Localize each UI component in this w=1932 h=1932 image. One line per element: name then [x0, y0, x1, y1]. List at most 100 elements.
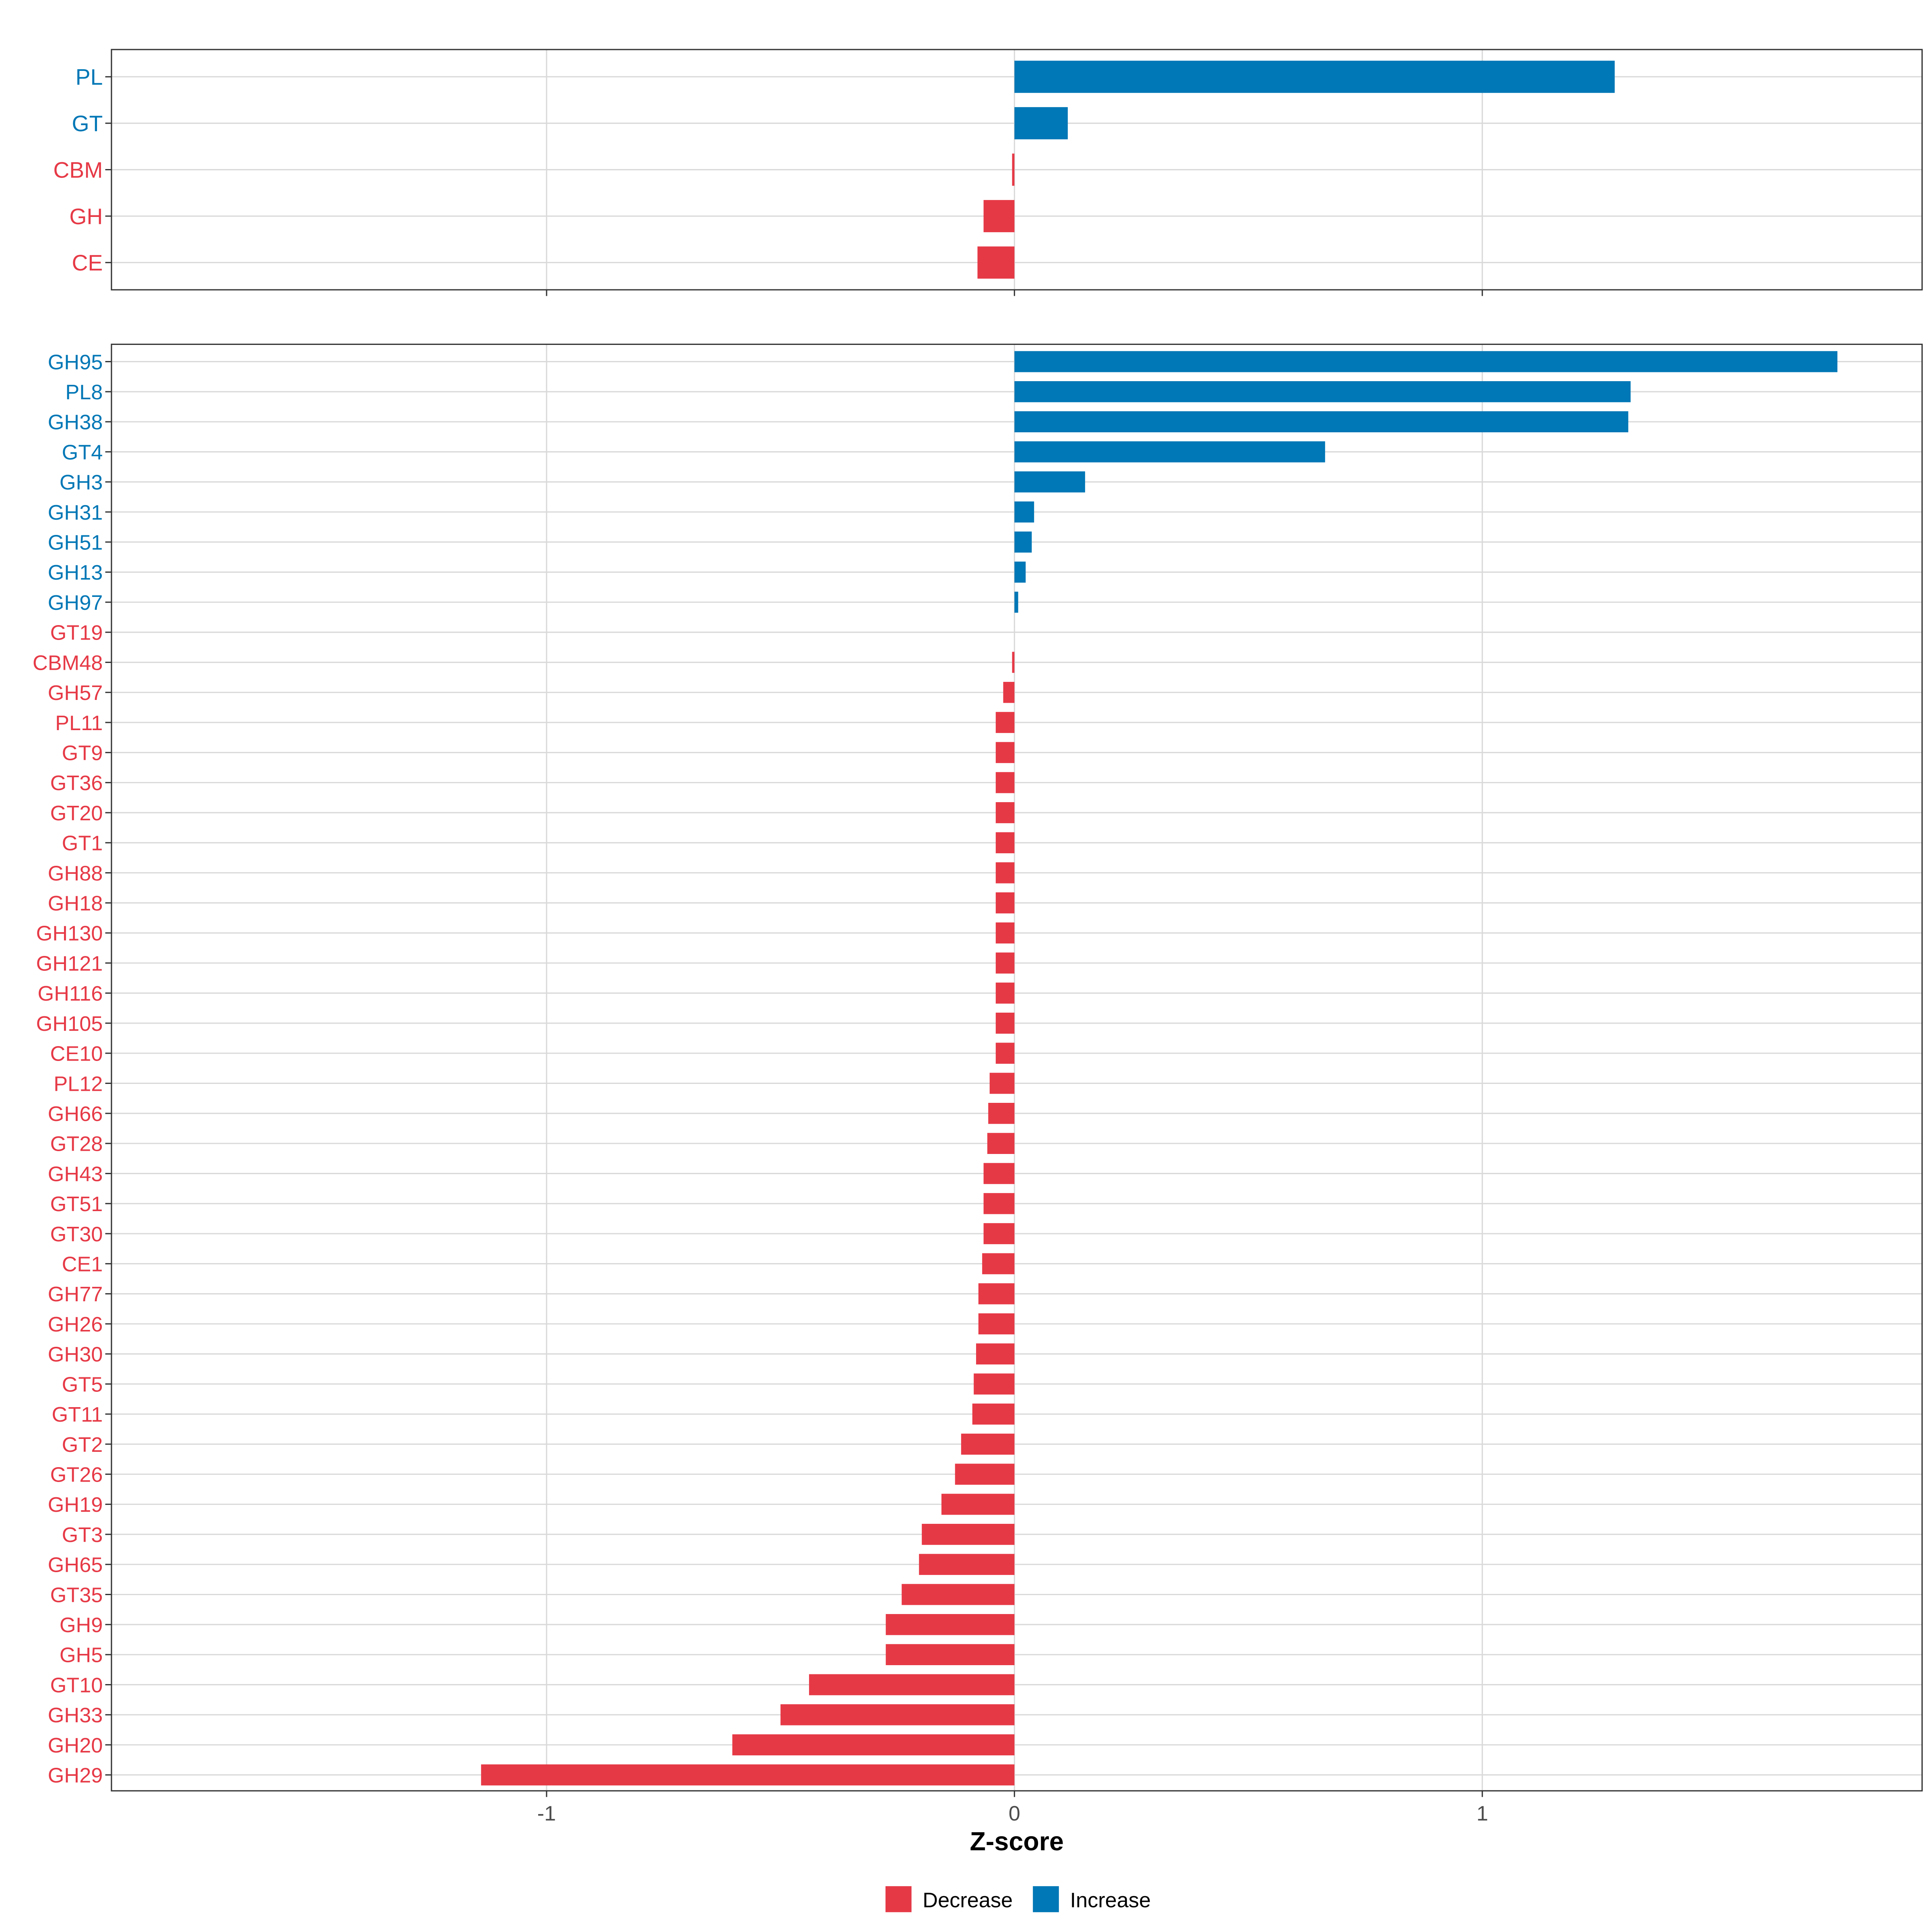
y-tick-label: GH116: [38, 982, 103, 1005]
y-tick-label: PL12: [54, 1072, 103, 1096]
bar-gh116: [995, 983, 1015, 1004]
y-tick-label: GH88: [48, 862, 103, 885]
bar-gt9: [995, 742, 1015, 763]
bar-gh77: [978, 1283, 1015, 1305]
bar-gt3: [922, 1523, 1015, 1545]
x-axis-title: Z-score: [970, 1827, 1063, 1856]
bar-pl12: [989, 1073, 1015, 1094]
y-tick-label: GT: [72, 111, 103, 136]
bar-gt51: [983, 1193, 1015, 1214]
bar-gh: [983, 200, 1015, 232]
y-tick-label: CBM48: [33, 651, 103, 675]
bar-pl: [1014, 60, 1615, 93]
bar-gh130: [995, 922, 1015, 944]
bar-gh3: [1014, 471, 1085, 493]
bar-gh66: [988, 1103, 1015, 1124]
bar-gh13: [1014, 561, 1026, 583]
bar-gt36: [995, 772, 1015, 793]
y-tick-label: GH30: [48, 1343, 103, 1366]
y-tick-label: GT1: [62, 832, 103, 855]
y-tick-label: GT2: [62, 1433, 103, 1457]
y-tick-label: GH9: [60, 1614, 103, 1637]
y-tick-label: GH66: [48, 1102, 103, 1126]
bar-gh97: [1014, 591, 1018, 613]
legend-label-decrease: Decrease: [923, 1889, 1013, 1912]
y-tick-label: GT51: [50, 1193, 103, 1216]
bar-gh31: [1014, 501, 1034, 523]
y-tick-label: GH33: [48, 1704, 103, 1727]
y-tick-label: GH: [69, 204, 103, 229]
bar-gh105: [995, 1012, 1015, 1034]
y-tick-label: GH38: [48, 411, 103, 434]
y-tick-label: GH121: [36, 952, 103, 975]
y-tick-label: CE1: [62, 1253, 103, 1276]
y-tick-label: CE: [72, 250, 103, 275]
bar-gt4: [1014, 441, 1325, 462]
bottom-panel: GH95PL8GH38GT4GH3GH31GH51GH13GH97GT19CBM…: [33, 343, 1923, 1825]
bar-pl8: [1014, 381, 1631, 402]
y-tick-label: GT35: [50, 1583, 103, 1607]
bar-gh26: [978, 1313, 1015, 1335]
y-tick-label: GT30: [50, 1223, 103, 1246]
bar-gh20: [732, 1734, 1015, 1756]
panel-frame: [111, 49, 1923, 291]
bar-gt11: [972, 1404, 1015, 1425]
bar-gt5: [974, 1373, 1015, 1395]
bar-gt30: [983, 1223, 1015, 1245]
bar-gh5: [886, 1644, 1015, 1666]
y-tick-label: PL: [76, 65, 103, 90]
y-tick-label: GH31: [48, 501, 103, 524]
y-tick-label: GH20: [48, 1734, 103, 1757]
y-tick-label: GT26: [50, 1463, 103, 1486]
y-tick-label: GH19: [48, 1493, 103, 1517]
bar-gh121: [995, 952, 1015, 974]
y-tick-label: GH13: [48, 561, 103, 584]
y-tick-label: GT36: [50, 772, 103, 795]
y-tick-label: GT20: [50, 802, 103, 825]
bar-cbm: [1012, 153, 1015, 186]
bar-gh33: [780, 1704, 1015, 1726]
bar-ce: [977, 246, 1015, 279]
y-tick-label: PL8: [65, 381, 103, 404]
bar-gh43: [983, 1163, 1015, 1184]
x-tick-label: 0: [1009, 1802, 1020, 1825]
bar-gh57: [1003, 682, 1015, 703]
y-tick-label: GH65: [48, 1554, 103, 1577]
bar-gh19: [941, 1494, 1015, 1515]
y-tick-label: PL11: [55, 712, 103, 735]
y-tick-label: GH97: [48, 591, 103, 615]
y-tick-label: GT9: [62, 741, 103, 765]
y-tick-label: GH51: [48, 531, 103, 555]
bar-cbm48: [1012, 652, 1015, 673]
y-tick-label: GH3: [60, 471, 103, 494]
y-tick-label: GH18: [48, 892, 103, 915]
y-tick-label: GH43: [48, 1162, 103, 1186]
y-tick-label: GH29: [48, 1764, 103, 1788]
bar-ce1: [982, 1253, 1015, 1274]
y-tick-label: GT11: [52, 1403, 103, 1426]
bar-gt20: [995, 802, 1015, 824]
y-tick-label: GT4: [62, 441, 103, 464]
legend-swatch-decrease: [886, 1886, 912, 1912]
panel-frame: [111, 343, 1923, 1792]
y-tick-label: GH26: [48, 1313, 103, 1336]
bar-gt: [1014, 107, 1068, 140]
bar-gh9: [886, 1614, 1015, 1635]
y-tick-label: GH77: [48, 1283, 103, 1306]
y-tick-label: GT5: [62, 1373, 103, 1396]
bar-gt1: [995, 832, 1015, 853]
y-tick-label: GH105: [36, 1012, 103, 1036]
bar-gt26: [955, 1463, 1015, 1485]
y-tick-label: GH5: [60, 1644, 103, 1667]
legend-label-increase: Increase: [1070, 1889, 1151, 1912]
top-panel: PL GT CBM GH CE: [53, 49, 1923, 296]
legend: Decrease Increase: [886, 1886, 1151, 1912]
bar-gh38: [1014, 411, 1629, 433]
bar-gh88: [995, 862, 1015, 883]
bar-gt28: [987, 1133, 1015, 1154]
bar-gt2: [961, 1433, 1015, 1455]
y-tick-label: GH57: [48, 681, 103, 705]
bar-gh65: [919, 1554, 1015, 1575]
y-tick-label: GT3: [62, 1523, 103, 1547]
